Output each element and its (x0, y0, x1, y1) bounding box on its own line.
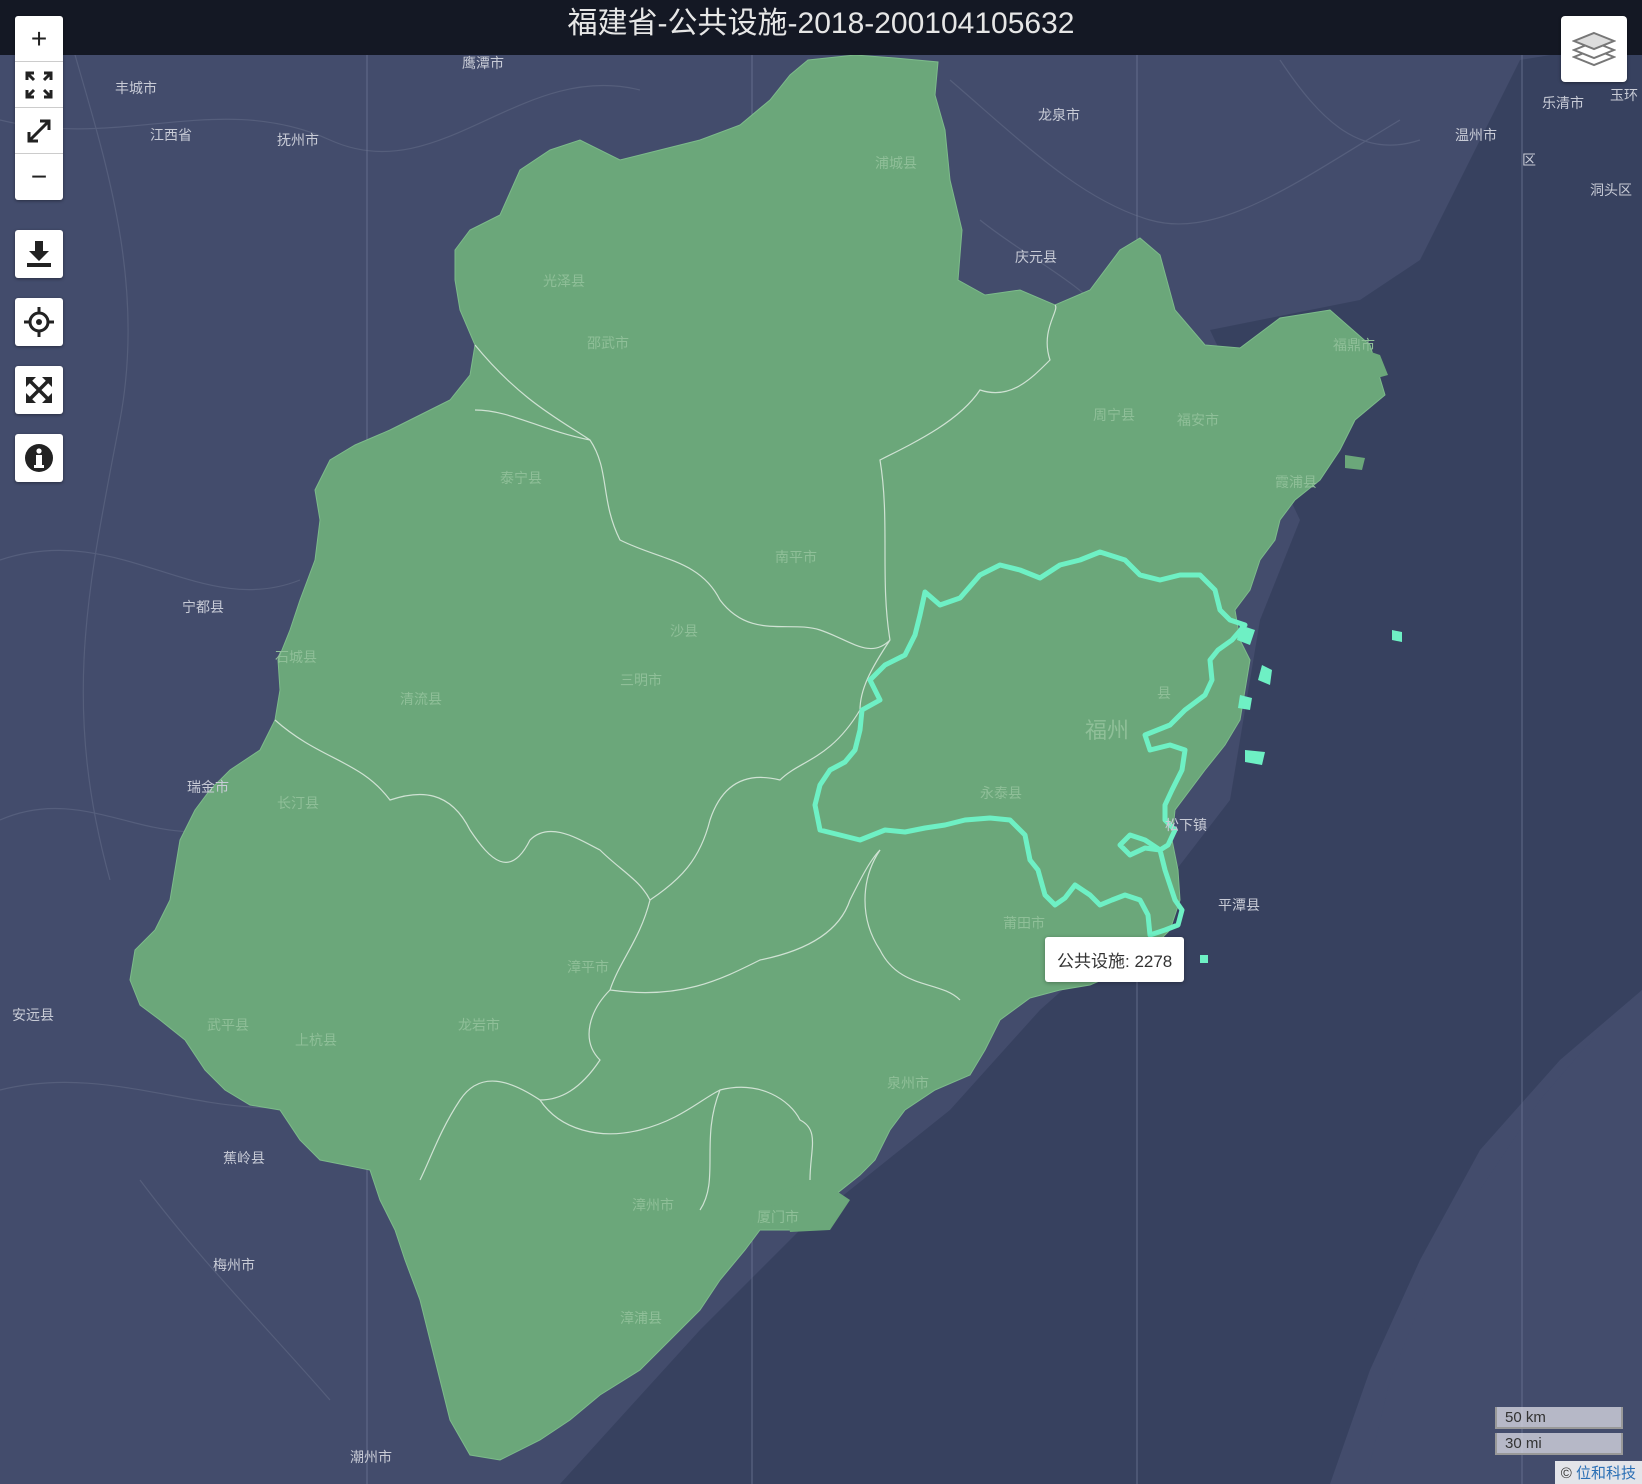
fuzhou-highlight-outline[interactable] (812, 549, 1248, 938)
place-label: 武平县 (207, 1017, 249, 1033)
place-label: 温州市 (1455, 127, 1497, 143)
map-title: 福建省-公共设施-2018-200104105632 (0, 0, 1642, 55)
place-label: 宁都县 (182, 599, 224, 615)
place-label: 乐清市 (1542, 95, 1584, 111)
place-label: 鹰潭市 (462, 55, 504, 71)
scale-bar-mi: 30 mi (1495, 1433, 1623, 1455)
place-label: 莆田市 (1003, 915, 1045, 931)
layers-button[interactable] (1561, 16, 1627, 82)
place-label: 泰宁县 (500, 470, 542, 486)
place-label: 抚州市 (277, 132, 319, 148)
place-label: 江西省 (150, 127, 192, 143)
place-label: 松下镇 (1165, 817, 1207, 833)
layers-icon (1572, 31, 1616, 67)
zoom-in-button[interactable]: + (15, 16, 63, 62)
place-label: 福鼎市 (1333, 337, 1375, 353)
place-label: 霞浦县 (1275, 474, 1317, 490)
place-label: 漳浦县 (620, 1310, 662, 1326)
place-label: 龙泉市 (1038, 107, 1080, 123)
place-label: 玉环 (1610, 87, 1638, 103)
fullscreen-icon (26, 377, 52, 403)
place-label: 平潭县 (1218, 897, 1260, 913)
coastal-islands (750, 345, 1388, 1232)
place-label: 厦门市 (757, 1209, 799, 1225)
city-boundaries (274, 304, 1057, 1211)
zoom-extent-button[interactable] (15, 62, 63, 108)
expand-arrows-icon (25, 71, 53, 98)
attribution-link[interactable]: 位和科技 (1575, 1465, 1636, 1482)
place-label: 洞头区 (1590, 182, 1632, 198)
diagonal-resize-icon (27, 119, 51, 142)
place-label: 沙县 (670, 623, 698, 639)
download-button[interactable] (15, 230, 63, 278)
place-label: 永泰县 (980, 785, 1022, 801)
place-label: 区 (1522, 152, 1536, 168)
info-button[interactable] (15, 434, 63, 482)
place-label: 福安市 (1177, 412, 1219, 428)
place-label: 瑞金市 (187, 779, 229, 795)
place-label: 安远县 (12, 1007, 54, 1023)
place-label: 邵武市 (587, 335, 629, 351)
place-label: 庆元县 (1015, 249, 1057, 265)
taiwan-landmass (1365, 990, 1642, 1484)
place-label: 南平市 (775, 549, 817, 565)
place-label: 上杭县 (295, 1032, 337, 1048)
place-label: 县 (1157, 685, 1171, 701)
place-label: 长汀县 (277, 795, 319, 811)
locate-button[interactable] (15, 298, 63, 346)
place-label: 三明市 (620, 672, 662, 688)
place-label: 潮州市 (350, 1449, 392, 1465)
place-label: 泉州市 (887, 1075, 929, 1091)
place-label: 丰城市 (115, 80, 157, 96)
place-label: 蕉岭县 (223, 1150, 265, 1166)
feature-tooltip: 公共设施: 2278 (1045, 937, 1185, 982)
place-label: 福州 (1085, 718, 1129, 743)
fullscreen-button[interactable] (15, 366, 63, 414)
zoom-controls: + − (15, 16, 63, 200)
crosshair-icon (24, 307, 54, 337)
place-label: 周宁县 (1093, 407, 1135, 423)
place-label: 浦城县 (875, 155, 917, 171)
download-icon (27, 241, 51, 267)
place-label: 龙岩市 (458, 1017, 500, 1033)
zoom-out-button[interactable]: − (30, 161, 48, 192)
place-label: 梅州市 (213, 1257, 255, 1273)
attribution: © 位和科技 (1554, 1461, 1642, 1484)
copyright-symbol: © (1560, 1465, 1572, 1482)
zoom-to-full-button[interactable] (15, 108, 63, 154)
place-label: 石城县 (275, 649, 317, 665)
place-label: 漳州市 (632, 1197, 674, 1213)
place-label: 清流县 (400, 691, 442, 707)
scale-bar-km: 50 km (1495, 1407, 1623, 1429)
place-label: 光泽县 (543, 273, 585, 289)
info-icon (25, 444, 53, 472)
place-label: 漳平市 (567, 959, 609, 975)
place-labels: 丰城市 鹰潭市 江西省 抚州市 龙泉市 乐清市 玉环 温州市 洞头区 区 宁都县… (12, 55, 1638, 1465)
